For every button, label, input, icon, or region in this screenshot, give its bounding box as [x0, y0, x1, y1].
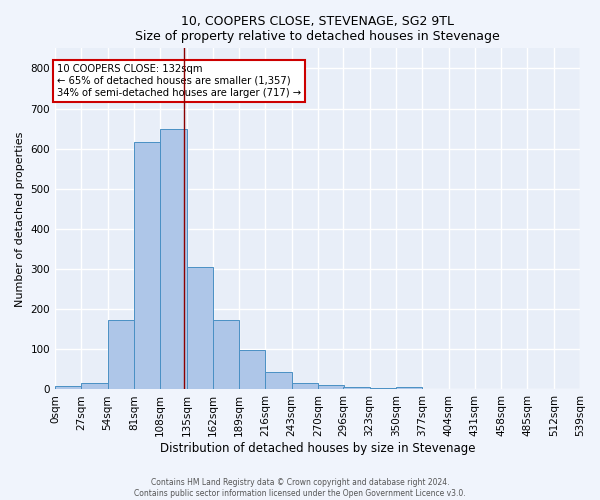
Y-axis label: Number of detached properties: Number of detached properties	[15, 131, 25, 306]
Bar	[318, 386, 344, 390]
Title: 10, COOPERS CLOSE, STEVENAGE, SG2 9TL
Size of property relative to detached hous: 10, COOPERS CLOSE, STEVENAGE, SG2 9TL Si…	[135, 15, 500, 43]
Bar	[292, 383, 318, 390]
Bar	[343, 388, 370, 390]
Bar	[82, 384, 107, 390]
Text: 10 COOPERS CLOSE: 132sqm
← 65% of detached houses are smaller (1,357)
34% of sem: 10 COOPERS CLOSE: 132sqm ← 65% of detach…	[57, 64, 301, 98]
Bar	[265, 372, 292, 390]
Bar	[370, 388, 396, 390]
Bar	[55, 386, 82, 390]
Bar	[160, 130, 187, 390]
Bar	[187, 267, 213, 390]
Text: Contains HM Land Registry data © Crown copyright and database right 2024.
Contai: Contains HM Land Registry data © Crown c…	[134, 478, 466, 498]
Bar	[107, 320, 134, 390]
Bar	[213, 320, 239, 390]
Bar	[134, 142, 160, 390]
Bar	[396, 387, 422, 390]
Bar	[239, 350, 265, 390]
X-axis label: Distribution of detached houses by size in Stevenage: Distribution of detached houses by size …	[160, 442, 475, 455]
